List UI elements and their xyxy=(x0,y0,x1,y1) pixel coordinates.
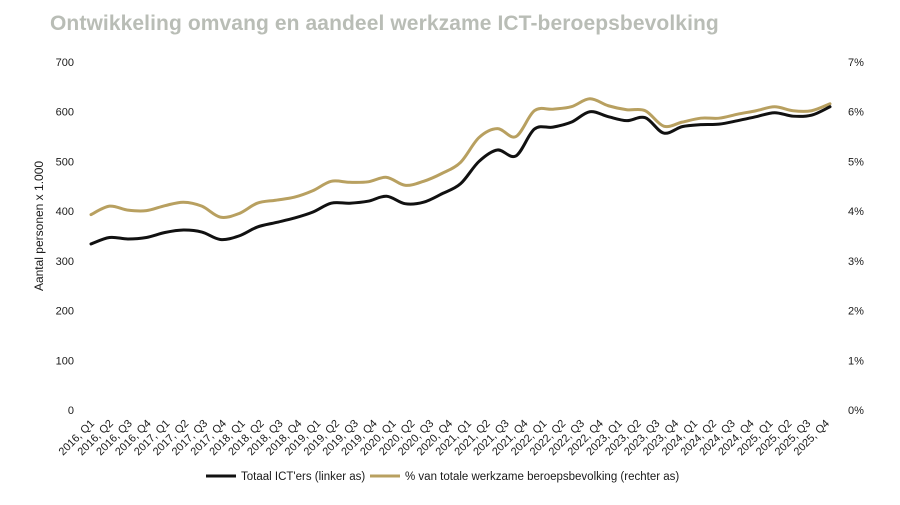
y-right-tick-label: 0% xyxy=(848,405,864,417)
y-left-tick-label: 500 xyxy=(56,156,74,168)
chart-title: Ontwikkeling omvang en aandeel werkzame … xyxy=(50,12,719,35)
y-right-tick-label: 2% xyxy=(848,306,864,318)
series-line-percentage xyxy=(89,97,832,219)
y-right-tick-label: 1% xyxy=(848,355,864,367)
y-right-tick-label: 6% xyxy=(848,107,864,119)
legend: Totaal ICT'ers (linker as) % van totale … xyxy=(206,471,679,483)
legend-label-total: Totaal ICT'ers (linker as) xyxy=(241,471,365,483)
y-left-tick-label: 400 xyxy=(56,206,74,218)
y-left-tick-label: 200 xyxy=(56,306,74,318)
y-left-tick-label: 300 xyxy=(56,256,74,268)
right-axis-ticks: 0% 1% 2% 3% 4% 5% 6% 7% xyxy=(848,57,864,417)
y-left-tick-label: 0 xyxy=(68,405,74,417)
y-left-tick-label: 600 xyxy=(56,107,74,119)
y-right-tick-label: 4% xyxy=(848,206,864,218)
y-right-tick-label: 7% xyxy=(848,57,864,69)
legend-label-percentage: % van totale werkzame beroepsbevolking (… xyxy=(405,471,679,483)
series-lines xyxy=(89,97,832,246)
y-right-tick-label: 3% xyxy=(848,256,864,268)
y-left-tick-label: 700 xyxy=(56,57,74,69)
series-line-total-ict xyxy=(89,105,832,246)
left-axis-ticks: 0 100 200 300 400 500 600 700 xyxy=(56,57,74,417)
y-axis-label: Aantal personen x 1.000 xyxy=(32,161,46,291)
y-left-tick-label: 100 xyxy=(56,355,74,367)
y-right-tick-label: 5% xyxy=(848,156,864,168)
